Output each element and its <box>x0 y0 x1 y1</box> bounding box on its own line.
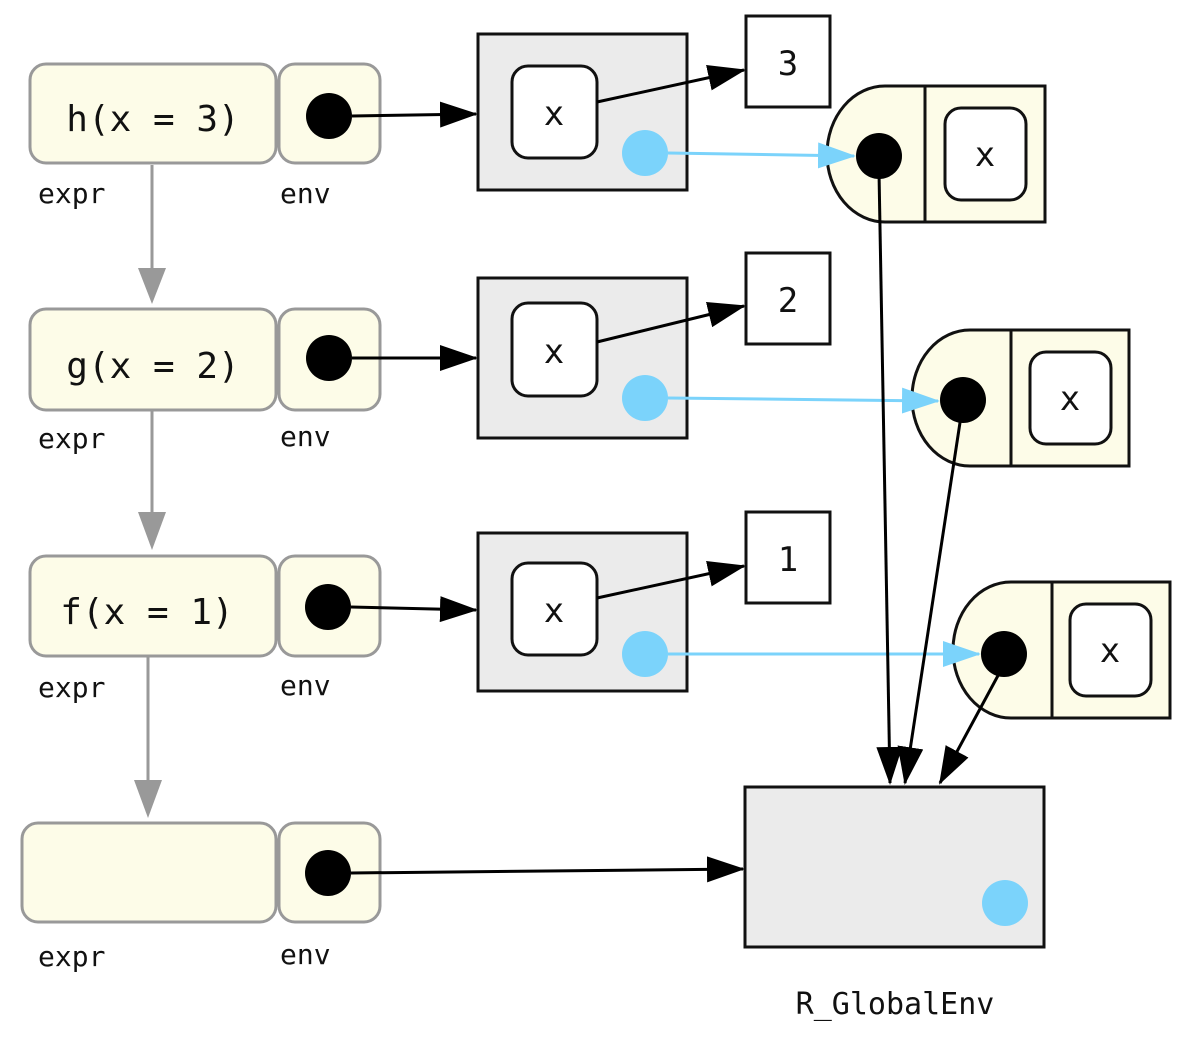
global-env-label: R_GlobalEnv <box>796 987 995 1022</box>
enclosure-dot <box>622 631 668 677</box>
function-g: x <box>910 328 1131 468</box>
frame-h: h(x = 3) expr env <box>28 62 382 210</box>
binding-box <box>510 64 599 160</box>
call-stack-arrows <box>134 165 166 818</box>
expr-label: expr <box>38 671 105 704</box>
stack-arrowhead-3 <box>134 780 162 818</box>
formal-box <box>1068 602 1153 698</box>
enclosure-arrow-h <box>667 142 856 169</box>
expr-label: expr <box>38 940 105 973</box>
formal-box <box>1028 350 1113 446</box>
expr-box <box>28 62 278 165</box>
expr-box <box>20 821 278 924</box>
expr-box <box>28 307 278 412</box>
execution-env-g: x 2 <box>476 251 832 440</box>
expr-text: f(x = 1) <box>60 592 233 633</box>
enclosure-dot <box>622 375 668 421</box>
value-text: 2 <box>778 281 798 321</box>
formal-name: x <box>975 135 995 175</box>
env-pointer-dot <box>305 850 351 896</box>
expr-box <box>28 554 278 658</box>
expr-text: g(x = 2) <box>66 346 239 387</box>
function-env-dot <box>856 133 902 179</box>
env-label: env <box>280 420 331 453</box>
env-label: env <box>280 938 331 971</box>
env-arrow-global <box>350 856 745 883</box>
fn-global-arrow-h <box>876 171 903 785</box>
stack-arrowhead-2 <box>138 512 166 550</box>
global-env: R_GlobalEnv <box>743 785 1046 1022</box>
function-env-dot <box>981 631 1027 677</box>
value-text: 3 <box>778 44 798 84</box>
frame-g: g(x = 2) expr env <box>28 307 382 455</box>
binding-value-arrows <box>596 64 746 600</box>
env-label: env <box>280 177 331 210</box>
fn-global-arrow-f <box>938 669 1003 785</box>
function-env-dot <box>940 377 986 423</box>
formal-name: x <box>1100 631 1120 671</box>
enclosure-dot <box>622 130 668 176</box>
value-box <box>744 251 832 346</box>
fn-global-arrow-g <box>897 415 963 785</box>
value-text: 1 <box>778 540 798 580</box>
global-enclosure-dot <box>982 880 1028 926</box>
execution-env-h: x 3 <box>476 14 832 192</box>
frame-global: expr env <box>20 821 382 973</box>
binding-name: x <box>544 591 564 631</box>
env-pointer-arrows <box>350 101 745 883</box>
env-pointer-dot <box>306 335 352 381</box>
binding-arrow-f <box>596 560 746 600</box>
enclosure-arrows <box>667 142 981 667</box>
execution-env-f: x 1 <box>476 510 832 693</box>
env-arrow-f <box>350 596 478 623</box>
enclosure-arrow-g <box>667 387 940 414</box>
formal-name: x <box>1060 379 1080 419</box>
binding-box <box>510 561 599 657</box>
expr-text: h(x = 3) <box>66 99 239 140</box>
binding-arrow-h <box>596 64 746 104</box>
formal-box <box>943 106 1028 202</box>
expr-label: expr <box>38 177 105 210</box>
value-box <box>744 510 832 605</box>
function-global-arrows <box>876 171 1003 785</box>
expr-label: expr <box>38 422 105 455</box>
value-box <box>744 14 832 109</box>
function-f: x <box>951 580 1172 720</box>
env-label: env <box>280 669 331 702</box>
binding-arrow-g <box>596 301 746 344</box>
env-pointer-dot <box>306 93 352 139</box>
function-h: x <box>825 84 1047 224</box>
env-arrow-h <box>351 101 478 128</box>
binding-name: x <box>544 94 564 134</box>
frame-f: f(x = 1) expr env <box>28 554 382 704</box>
env-pointer-dot <box>305 584 351 630</box>
stack-arrowhead-1 <box>138 268 166 304</box>
binding-name: x <box>544 332 564 372</box>
binding-box <box>510 301 599 398</box>
